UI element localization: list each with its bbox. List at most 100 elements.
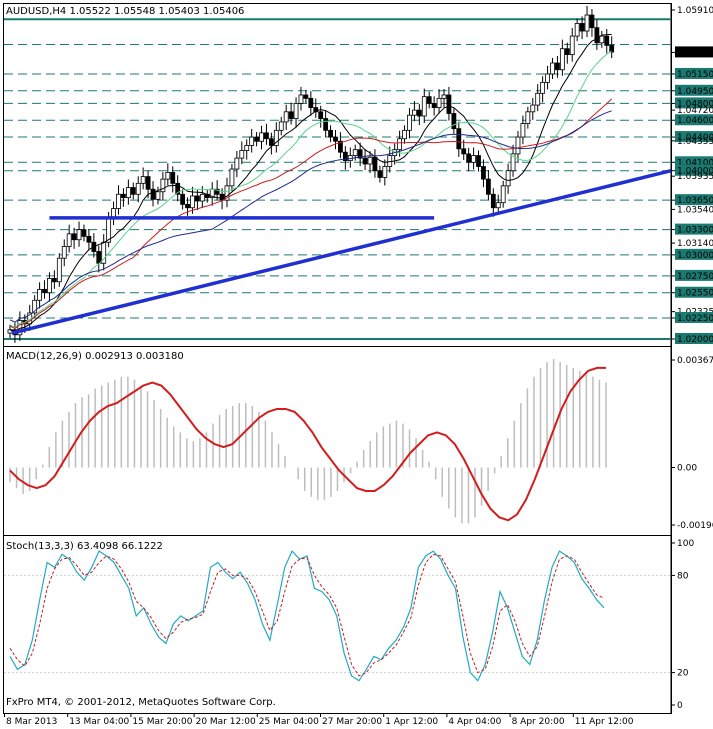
candle-body xyxy=(446,94,452,114)
level-label-bg xyxy=(675,333,713,344)
level-label-bg xyxy=(675,67,713,79)
candle-body xyxy=(199,193,205,202)
price-tick-label: 1.05910 xyxy=(677,6,713,16)
candle-body xyxy=(160,178,166,193)
time-tick-label: 20 Mar 12:00 xyxy=(196,717,256,727)
stoch-tick-label: 100 xyxy=(677,539,694,549)
candle-body xyxy=(441,94,447,99)
candle-body xyxy=(352,149,358,156)
candle-body xyxy=(431,102,437,109)
candle-body xyxy=(402,129,407,140)
candle-body xyxy=(264,132,269,140)
candle-body xyxy=(466,153,472,163)
candle-body xyxy=(214,188,220,195)
candle-body xyxy=(190,195,195,209)
candle-body xyxy=(175,182,181,195)
candle-body xyxy=(303,94,309,99)
price-tick-label: 1.05150 xyxy=(677,70,713,80)
candle-body xyxy=(407,114,412,131)
level-label-bg xyxy=(675,223,713,235)
time-axis: 8 Mar 2013 13 Mar 04:00 15 Mar 20:00 20 Mar… xyxy=(4,713,634,727)
stoch-tick-label: 80 xyxy=(677,571,689,581)
candle-body xyxy=(461,148,467,155)
candle-body xyxy=(436,97,442,109)
candle-body xyxy=(456,128,462,150)
candle-body xyxy=(130,187,136,195)
time-tick-label: 25 Mar 04:00 xyxy=(259,717,319,727)
candle-body xyxy=(485,178,491,195)
candle-body xyxy=(333,136,338,142)
level-label-bg xyxy=(675,286,713,298)
candle-body xyxy=(579,23,585,32)
candle-body xyxy=(283,111,289,123)
price-tick-label: 1.04800 xyxy=(677,99,713,109)
candle-body xyxy=(609,44,615,53)
candle-body xyxy=(451,113,457,130)
time-tick-label: 8 Mar 2013 xyxy=(6,717,57,727)
candle-body xyxy=(259,132,264,142)
candle-body xyxy=(412,109,417,116)
candle-body xyxy=(599,35,605,44)
candle-body xyxy=(278,121,284,131)
candle-body xyxy=(367,156,373,165)
candle-body xyxy=(293,102,299,119)
current-price-tag xyxy=(675,46,713,58)
price-tick-label: 1.02750 xyxy=(677,272,713,282)
candle-body xyxy=(362,157,368,165)
level-label-bg xyxy=(675,269,713,281)
candle-body xyxy=(96,251,102,264)
candle-body xyxy=(185,203,190,209)
candle-body xyxy=(525,111,531,124)
price-tick-label: 1.04100 xyxy=(677,158,713,168)
time-tick-label: 8 Apr 20:00 xyxy=(512,717,565,727)
level-label-bg xyxy=(675,97,713,109)
candle-body xyxy=(56,257,62,283)
candle-body xyxy=(66,233,72,247)
candle-body xyxy=(254,136,259,142)
price-tick-label: 1.05406 xyxy=(677,48,713,58)
stoch-main-line xyxy=(9,550,605,682)
candle-body xyxy=(111,208,116,218)
candle-body xyxy=(116,193,121,209)
price-tick-label: 1.03000 xyxy=(677,251,713,261)
stoch-panel-title: Stoch(13,3,3) 63.4098 66.1222 xyxy=(6,541,163,552)
candle-body xyxy=(47,278,52,294)
candle-body xyxy=(342,151,348,162)
rising-trendline xyxy=(11,169,672,335)
candle-body xyxy=(589,14,595,29)
candle-body xyxy=(273,129,279,146)
candle-body xyxy=(569,35,575,55)
price-tick-label: 1.04720 xyxy=(677,106,713,116)
candle-body xyxy=(140,176,146,184)
candle-body xyxy=(249,136,255,146)
candle-body xyxy=(32,299,38,314)
candle-body xyxy=(170,171,176,184)
candle-body xyxy=(81,229,87,237)
candle-body xyxy=(150,188,156,200)
candle-body xyxy=(372,156,378,172)
macd-panel: 0.00367 0.00 -0.00196 xyxy=(9,356,713,531)
candle-body xyxy=(288,111,294,119)
level-label-bg xyxy=(675,84,713,96)
price-tick-label: 1.03935 xyxy=(677,172,713,182)
time-tick-label: 13 Mar 04:00 xyxy=(69,717,129,727)
candle-body xyxy=(594,27,600,44)
price-tick-label: 1.03650 xyxy=(677,196,713,206)
candle-body xyxy=(377,170,383,178)
candle-body xyxy=(42,288,47,294)
level-label-bg xyxy=(675,164,713,176)
candle-body xyxy=(338,140,343,153)
time-tick-label: 15 Mar 20:00 xyxy=(132,717,192,727)
candle-body xyxy=(155,191,161,200)
candle-body xyxy=(76,229,82,241)
candle-body xyxy=(505,170,511,187)
candle-body xyxy=(520,123,526,138)
candle-body xyxy=(298,94,304,104)
candle-body xyxy=(125,187,131,199)
candle-body xyxy=(382,166,388,178)
candle-body xyxy=(313,107,319,113)
candle-body xyxy=(308,97,314,109)
candle-body xyxy=(481,166,486,180)
candle-body xyxy=(550,62,555,75)
time-tick-label: 27 Mar 20:00 xyxy=(322,717,382,727)
